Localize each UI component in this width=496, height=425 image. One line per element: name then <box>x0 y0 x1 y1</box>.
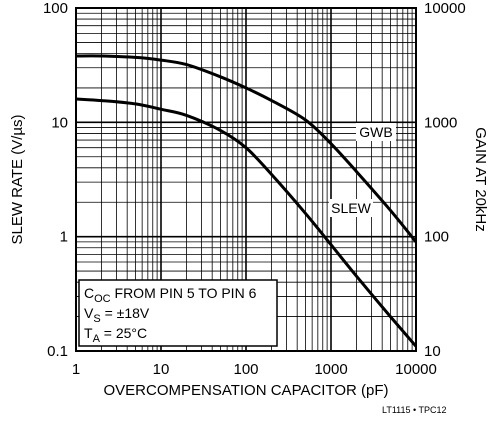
x-tick-label-100: 100 <box>233 361 258 378</box>
curves <box>75 54 418 348</box>
series-label-slew: SLEW <box>331 200 371 216</box>
y-left-tick-label-1: 1 <box>60 229 68 246</box>
x-tick-label-1000: 1000 <box>314 361 347 378</box>
y-left-tick-label-10: 10 <box>51 114 68 131</box>
y-left-tick-labels: 0.1 1 10 100 <box>43 0 68 360</box>
y-right-tick-label-10: 10 <box>424 343 441 360</box>
condition-coc-subscript: OC <box>94 293 111 305</box>
x-tick-label-1: 1 <box>72 361 80 378</box>
x-axis-title: OVERCOMPENSATION CAPACITOR (pF) <box>103 382 388 399</box>
y-right-axis-title: GAIN AT 20kHz <box>472 127 489 231</box>
y-right-tick-labels: 10 100 1000 10000 <box>424 0 466 360</box>
condition-coc: COC FROM PIN 5 TO PIN 6 <box>84 285 257 305</box>
condition-ta: TA = 25°C <box>84 325 147 345</box>
slew-label-background <box>329 199 373 217</box>
y-right-tick-label-100: 100 <box>424 229 449 246</box>
y-right-tick-label-1000: 1000 <box>424 114 457 131</box>
condition-coc-text: FROM PIN 5 TO PIN 6 <box>111 285 257 301</box>
condition-ta-text: = 25°C <box>100 325 147 341</box>
condition-vs-subscript: S <box>93 313 100 325</box>
series-label-gwb: GWB <box>359 124 392 140</box>
figure-code: LT1115 • TPC12 <box>382 405 447 415</box>
condition-ta-subscript: A <box>93 333 101 345</box>
series-line-gwb <box>75 54 418 243</box>
x-tick-labels: 1 10 100 1000 10000 <box>72 361 437 378</box>
gwb-label-background <box>356 123 396 141</box>
series-line-slew <box>75 97 418 348</box>
condition-ta-symbol: T <box>84 325 93 341</box>
x-tick-label-10: 10 <box>153 361 170 378</box>
condition-vs: VS = ±18V <box>84 305 150 325</box>
y-left-tick-label-0.1: 0.1 <box>47 343 68 360</box>
condition-vs-symbol: V <box>84 305 94 321</box>
conditions-box <box>78 279 278 347</box>
condition-vs-text: = ±18V <box>101 305 150 321</box>
y-right-tick-label-10000: 10000 <box>424 0 466 17</box>
y-left-tick-label-100: 100 <box>43 0 68 17</box>
x-tick-label-10000: 10000 <box>395 361 437 378</box>
y-left-axis-title: SLEW RATE (V/µs) <box>9 114 26 244</box>
condition-coc-symbol: C <box>84 285 94 301</box>
plot-frame <box>75 7 417 352</box>
